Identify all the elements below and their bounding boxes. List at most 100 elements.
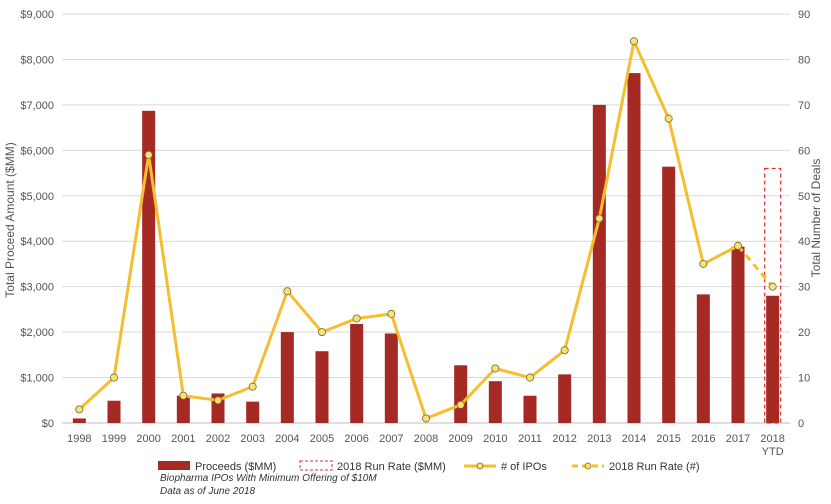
ipo-count-line: [78, 39, 739, 420]
bar: [558, 374, 572, 423]
legend-swatch-run-rate-marker: [584, 462, 592, 470]
bar: [107, 400, 121, 423]
bar: [142, 110, 156, 424]
x-tick-label: 2001: [171, 433, 195, 445]
legend-label: # of IPOs: [501, 461, 547, 473]
bar: [627, 73, 641, 424]
bar: [246, 401, 260, 423]
x-tick-label: 1999: [102, 433, 126, 445]
x-tick-label: 2016: [691, 433, 715, 445]
bar: [592, 104, 606, 423]
ipo-count-point: [248, 382, 257, 391]
bar: [384, 333, 398, 423]
ipo-count-point: [630, 37, 639, 46]
legend-label: 2018 Run Rate ($MM): [337, 461, 446, 473]
bar: [696, 294, 710, 423]
legend-label: 2018 Run Rate (#): [609, 461, 700, 473]
x-tick-label: 2015: [656, 433, 680, 445]
x-tick-label: 2010: [483, 433, 507, 445]
y2-tick-label: 10: [798, 373, 810, 385]
x-tick-label: 2009: [448, 433, 472, 445]
x-tick-label: 2002: [206, 433, 230, 445]
y-tick-label: $5,000: [20, 191, 54, 203]
ipo-count-point: [456, 400, 465, 409]
bar: [454, 365, 468, 423]
y2-tick-label: 80: [798, 54, 810, 66]
y2-axis-title: Total Number of Deals: [809, 159, 823, 278]
x-tick-label: 2018 YTD: [760, 433, 784, 458]
y2-tick-label: 60: [798, 145, 810, 157]
y-tick-label: $9,000: [20, 9, 54, 21]
legend: Proceeds ($MM) 2018 Run Rate ($MM) # of IP…: [158, 460, 700, 473]
bar: [350, 323, 364, 423]
x-tick-label: 2013: [587, 433, 611, 445]
ipo-count-point: [560, 346, 569, 355]
ipo-count-point: [387, 309, 396, 318]
ipo-count-point: [317, 328, 326, 337]
run-rate-point: [768, 282, 777, 291]
x-tick-label: 2006: [344, 433, 368, 445]
bar: [72, 418, 86, 423]
x-tick-label: 2004: [275, 433, 299, 445]
x-tick-label: 2012: [552, 433, 576, 445]
y2-tick-label: 40: [798, 236, 810, 248]
ipo-count-point: [213, 396, 222, 405]
legend-label: Proceeds ($MM): [195, 461, 276, 473]
ipo-count-point: [75, 405, 84, 414]
ipo-count-point: [526, 373, 535, 382]
gridlines: [62, 13, 790, 424]
bar: [662, 166, 676, 423]
x-tick-label: 2017: [726, 433, 750, 445]
y-tick-label: $6,000: [20, 145, 54, 157]
bar: [731, 246, 745, 423]
y-axis-right: 0 10 20 30 40 50 60 70 80 90: [798, 9, 810, 430]
y-axis-title: Total Proceed Amount ($MM): [3, 142, 17, 297]
y2-tick-label: 20: [798, 327, 810, 339]
y-tick-label: $7,000: [20, 100, 54, 112]
ipo-count-point: [491, 364, 500, 373]
bar: [523, 395, 537, 423]
y2-tick-label: 70: [798, 100, 810, 112]
y2-tick-label: 50: [798, 191, 810, 203]
y-tick-label: $0: [42, 418, 54, 430]
x-axis: 1998 1999 2000 2001 2002 2003 2004 2005 2006 2007…: [67, 433, 785, 458]
x-tick-label: 1998: [67, 433, 91, 445]
run-rate-line: [736, 244, 774, 288]
ipo-count-point: [421, 414, 430, 423]
run-rate-outline-bar: [764, 167, 782, 424]
x-tick-label: 2008: [414, 433, 438, 445]
note-date: Data as of June 2018: [160, 486, 256, 497]
legend-swatch-run-rate-proceeds: [299, 460, 333, 471]
legend-swatch-ipo-marker: [476, 462, 484, 470]
x-tick-label: 2003: [240, 433, 264, 445]
y-tick-label: $4,000: [20, 236, 54, 248]
ipo-count-point: [283, 287, 292, 296]
bar: [766, 295, 780, 423]
bar: [488, 381, 502, 423]
x-tick-label: 2007: [379, 433, 403, 445]
bar: [280, 332, 294, 423]
lines: [75, 37, 777, 423]
y-tick-label: $1,000: [20, 373, 54, 385]
ipo-count-point: [179, 391, 188, 400]
y2-tick-label: 30: [798, 282, 810, 294]
y-tick-label: $8,000: [20, 54, 54, 66]
ipo-count-point: [352, 314, 361, 323]
y2-tick-label: 0: [798, 418, 804, 430]
legend-swatch-proceeds: [158, 461, 190, 470]
bars: [72, 73, 782, 424]
y2-tick-label: 90: [798, 9, 810, 21]
note-offering: Biopharma IPOs With Minimum Offering of …: [160, 473, 377, 484]
y-tick-label: $3,000: [20, 282, 54, 294]
ipo-count-point: [664, 114, 673, 123]
ipo-count-point: [699, 259, 708, 268]
y-axis-left: $0 $1,000 $2,000 $3,000 $4,000 $5,000 $6,000 $7…: [20, 9, 54, 430]
x-tick-label: 2014: [622, 433, 646, 445]
bar: [315, 351, 329, 423]
x-tick-label: 2000: [136, 433, 160, 445]
ipo-count-point: [110, 373, 119, 382]
y-tick-label: $2,000: [20, 327, 54, 339]
ipo-count-point: [144, 150, 153, 159]
ipo-count-point: [595, 214, 604, 223]
